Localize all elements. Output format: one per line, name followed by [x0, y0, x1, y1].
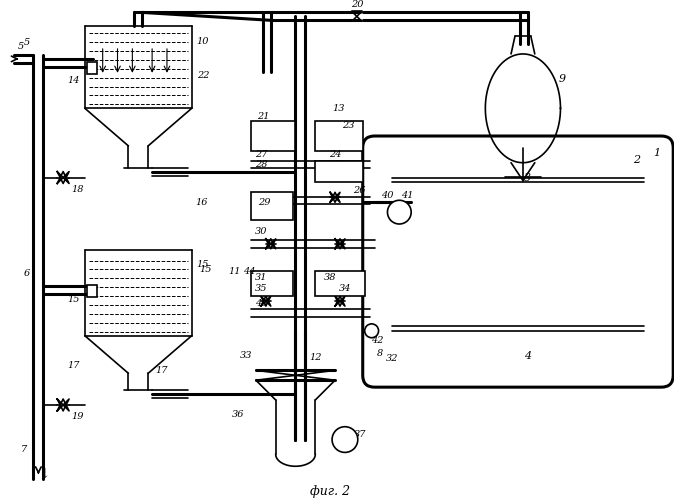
Bar [251, 121, 296, 151]
Text: 37: 37 [353, 430, 366, 439]
Bar [87, 62, 97, 74]
Text: 38: 38 [324, 273, 336, 282]
Bar [87, 286, 97, 297]
FancyBboxPatch shape [363, 136, 673, 387]
Bar [251, 192, 292, 220]
Text: ↓: ↓ [37, 467, 49, 481]
Text: 29: 29 [258, 198, 270, 207]
Text: 5: 5 [24, 38, 30, 46]
Bar [315, 160, 363, 182]
Text: 13: 13 [333, 104, 345, 113]
Text: 15: 15 [197, 260, 209, 269]
Text: 41: 41 [401, 191, 414, 200]
Text: 1: 1 [653, 148, 660, 158]
Bar [315, 272, 365, 296]
Text: 20: 20 [351, 0, 363, 9]
Text: 44: 44 [243, 267, 256, 276]
Text: 23: 23 [342, 120, 354, 130]
Circle shape [387, 200, 411, 224]
Text: 3: 3 [524, 172, 532, 182]
Text: 30: 30 [255, 228, 267, 236]
Text: 43: 43 [255, 298, 267, 308]
Text: 6: 6 [24, 269, 30, 278]
Text: 35: 35 [255, 284, 267, 293]
Text: 27: 27 [255, 150, 267, 160]
Text: 26: 26 [353, 186, 366, 195]
Bar [315, 121, 363, 151]
Text: фиг. 2: фиг. 2 [310, 486, 350, 498]
Text: 18: 18 [72, 185, 84, 194]
Circle shape [332, 426, 358, 452]
Text: 25: 25 [329, 160, 341, 169]
Text: 14: 14 [67, 76, 80, 85]
Text: 31: 31 [255, 273, 267, 282]
Text: 11: 11 [228, 267, 241, 276]
Text: 36: 36 [232, 410, 244, 420]
Text: 15: 15 [67, 294, 80, 304]
Text: 12: 12 [309, 353, 321, 362]
Text: 7: 7 [20, 445, 26, 454]
Text: 17: 17 [67, 361, 80, 370]
Text: 33: 33 [240, 351, 252, 360]
Circle shape [365, 324, 378, 338]
Bar [251, 272, 292, 296]
Text: 24: 24 [329, 150, 341, 160]
Text: 22: 22 [197, 71, 209, 80]
Text: 4: 4 [524, 350, 532, 360]
Text: 16: 16 [195, 198, 208, 207]
Text: 2: 2 [633, 154, 640, 164]
Text: 34: 34 [339, 284, 351, 293]
Text: 17: 17 [156, 366, 168, 375]
Text: 40: 40 [381, 191, 394, 200]
Text: 21: 21 [256, 112, 269, 120]
Text: 5: 5 [18, 42, 24, 50]
Text: 15: 15 [199, 265, 212, 274]
Text: 28: 28 [255, 160, 267, 169]
Text: 10: 10 [197, 36, 209, 46]
Text: 42: 42 [372, 336, 384, 345]
Text: 32: 32 [386, 354, 399, 363]
Text: 19: 19 [72, 412, 84, 422]
Text: 8: 8 [376, 349, 382, 358]
Text: 9: 9 [559, 74, 566, 84]
